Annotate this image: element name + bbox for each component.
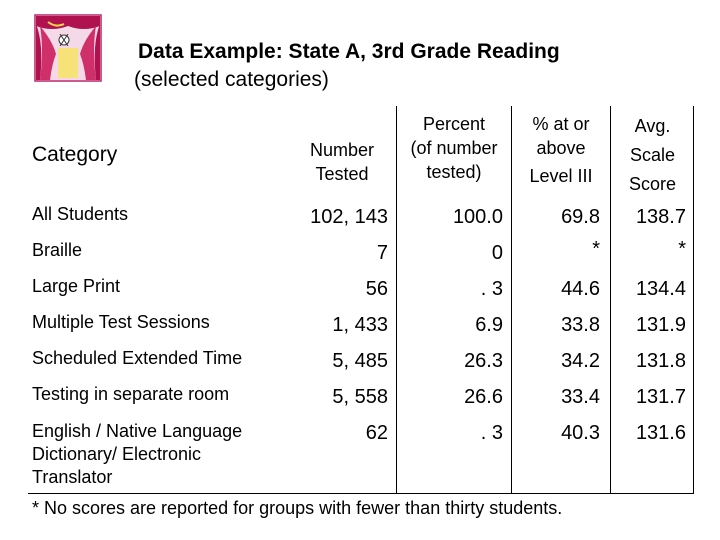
theater-curtain-icon — [34, 14, 102, 82]
column-divider — [610, 106, 611, 494]
row-percent: 26.3 — [464, 350, 503, 372]
row-number-tested: 62 — [365, 422, 388, 444]
row-avg-score: 138.7 — [635, 206, 686, 228]
row-level-iii: 40.3 — [561, 422, 600, 444]
slide-title: Data Example: State A, 3rd Grade Reading — [138, 40, 560, 63]
table-bottom-border — [28, 493, 694, 494]
row-level-iii: 34.2 — [561, 350, 600, 372]
row-category: All Students — [32, 204, 129, 224]
row-number-tested: 1, 433 — [332, 314, 388, 336]
row-avg-score: 131.8 — [635, 350, 686, 372]
header-level-iii: % at or above Level III — [529, 114, 593, 186]
row-category: Testing in separate room — [32, 384, 230, 404]
row-percent: 26.6 — [464, 386, 503, 408]
row-avg-score: 134.4 — [635, 278, 686, 300]
row-avg-score: 131.6 — [635, 422, 686, 444]
slide-subtitle: (selected categories) — [134, 68, 329, 91]
row-level-iii: * — [592, 238, 600, 260]
row-level-iii: 33.4 — [561, 386, 600, 408]
column-divider — [396, 106, 397, 494]
row-percent: 6.9 — [475, 314, 503, 336]
header-category: Category — [32, 143, 118, 166]
row-number-tested: 56 — [365, 278, 388, 300]
row-avg-score: * — [678, 238, 686, 260]
row-category: Scheduled Extended Time — [32, 348, 243, 368]
row-percent: 100.0 — [452, 206, 503, 228]
column-divider — [511, 106, 512, 494]
row-level-iii: 69.8 — [561, 206, 600, 228]
row-level-iii: 44.6 — [561, 278, 600, 300]
row-percent: . 3 — [480, 278, 503, 300]
row-category: English / Native Language Dictionary/ El… — [32, 421, 243, 487]
header-avg-scale-score: Avg. Scale Score — [628, 116, 677, 194]
row-percent: 0 — [491, 242, 503, 264]
row-number-tested: 102, 143 — [310, 206, 388, 228]
row-level-iii: 33.8 — [561, 314, 600, 336]
header-percent: Percent (of number tested) — [410, 114, 498, 182]
data-table: Category Number Tested Percent (of numbe… — [28, 106, 694, 494]
row-category: Multiple Test Sessions — [32, 312, 210, 332]
row-percent: . 3 — [480, 422, 503, 444]
column-divider — [693, 106, 694, 494]
row-number-tested: 7 — [376, 242, 388, 264]
row-avg-score: 131.7 — [635, 386, 686, 408]
row-category: Braille — [32, 240, 83, 260]
row-category: Large Print — [32, 276, 121, 296]
row-number-tested: 5, 485 — [332, 350, 388, 372]
row-number-tested: 5, 558 — [332, 386, 388, 408]
header-number-tested: Number Tested — [309, 140, 375, 184]
row-avg-score: 131.9 — [635, 314, 686, 336]
footnote: * No scores are reported for groups with… — [32, 498, 563, 518]
